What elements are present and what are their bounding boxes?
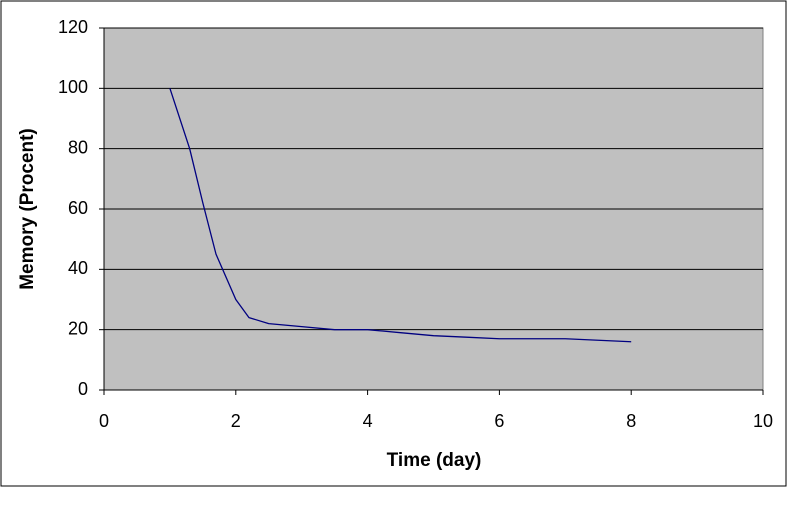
x-tick-label: 0 <box>99 411 109 431</box>
x-tick-label: 8 <box>626 411 636 431</box>
y-tick-label: 40 <box>68 258 88 278</box>
x-tick-label: 4 <box>363 411 373 431</box>
data-line <box>169 88 632 343</box>
y-tick-label: 0 <box>78 379 88 399</box>
y-tick-label: 60 <box>68 198 88 218</box>
x-tick-label: 2 <box>231 411 241 431</box>
y-tick-label: 80 <box>68 137 88 157</box>
y-axis-title: Memory (Procent) <box>17 128 38 290</box>
y-tick-label: 120 <box>58 17 88 37</box>
x-axis-title: Time (day) <box>387 450 482 471</box>
x-tick-label: 6 <box>494 411 504 431</box>
y-tick-label: 20 <box>68 318 88 338</box>
x-tick-label: 10 <box>753 411 773 431</box>
y-tick-label: 100 <box>58 77 88 97</box>
